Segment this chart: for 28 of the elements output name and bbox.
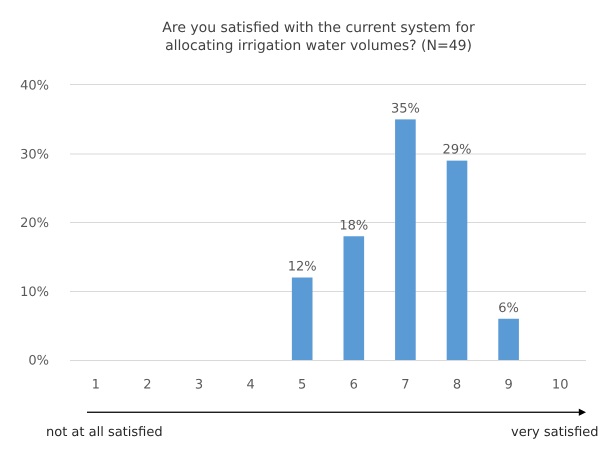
x-tick-label: 3 xyxy=(194,378,204,393)
bar xyxy=(292,278,313,360)
y-tick-label: 20% xyxy=(20,216,49,232)
x-tick-label: 5 xyxy=(298,378,306,393)
y-tick-label: 40% xyxy=(20,78,49,94)
bar xyxy=(343,236,364,360)
data-label: 18% xyxy=(339,218,368,234)
x-tick-label: 4 xyxy=(246,378,255,393)
x-tick-label: 2 xyxy=(143,378,152,393)
bar xyxy=(446,160,468,360)
x-tick-label: 8 xyxy=(452,378,462,393)
x-tick-label: 7 xyxy=(401,378,410,393)
y-tick-label: 30% xyxy=(20,147,49,162)
y-tick-label: 0% xyxy=(28,354,49,369)
bar xyxy=(498,318,519,360)
data-label: 29% xyxy=(442,142,472,158)
data-label: 6% xyxy=(498,300,519,316)
data-label: 12% xyxy=(288,260,317,274)
x-tick-label: 9 xyxy=(504,378,513,393)
text: very satisfied xyxy=(511,425,599,440)
y-tick-label: 10% xyxy=(20,284,49,300)
bar xyxy=(395,119,416,360)
text: not at all satisfied xyxy=(46,425,163,440)
chart-title: Are you satisfied with the current system for allocating irrigation water volumes? (N=49) xyxy=(162,20,475,54)
data-label: 35% xyxy=(390,101,420,116)
x-tick-label: 6 xyxy=(350,378,358,393)
x-tick-label: 10 xyxy=(552,378,568,393)
x-tick-label: 1 xyxy=(92,378,100,393)
